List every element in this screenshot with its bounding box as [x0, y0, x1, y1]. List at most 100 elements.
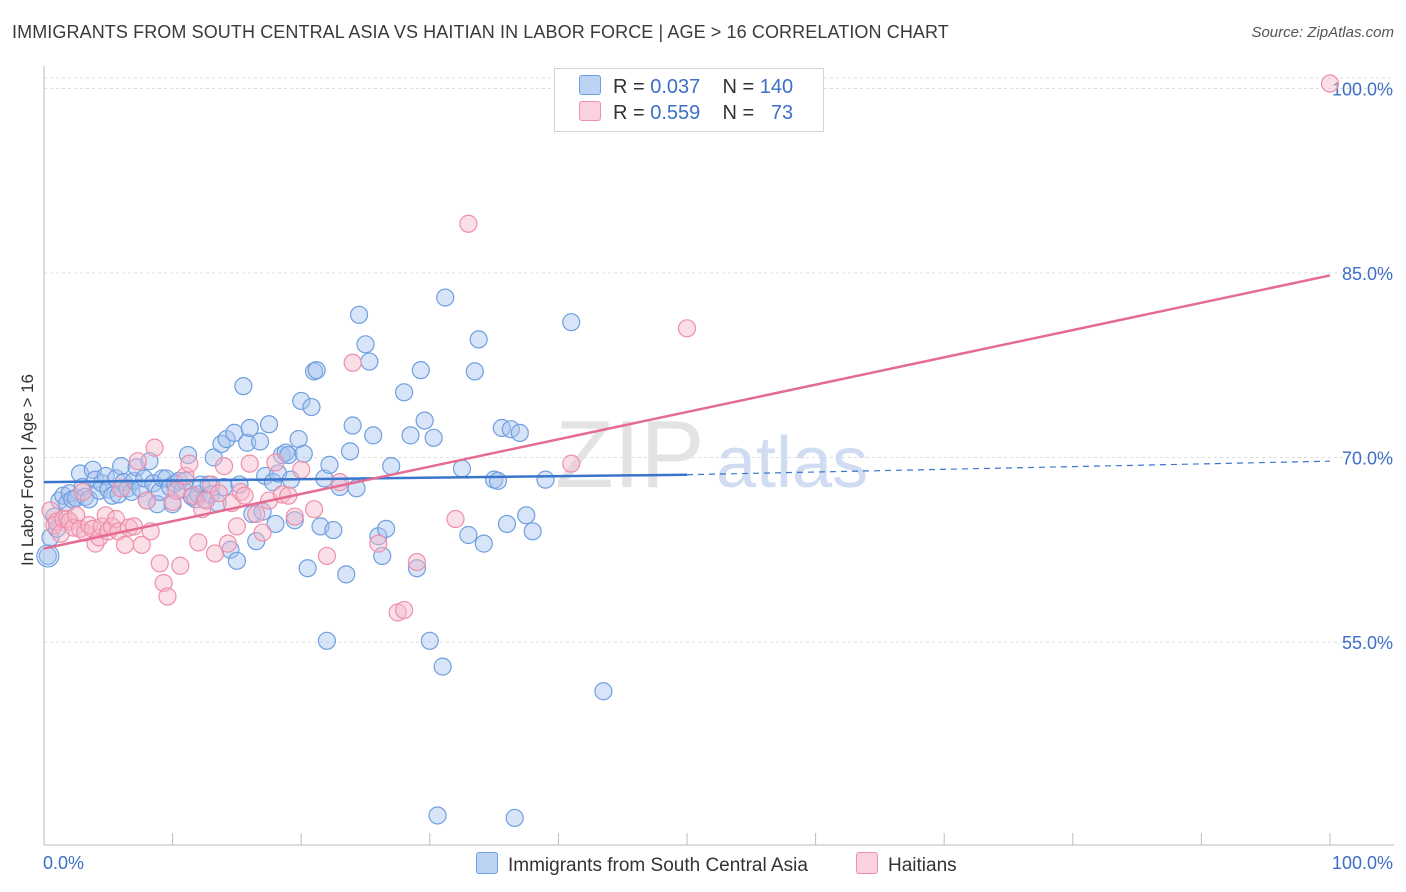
tick-labels: 55.0% 70.0% 85.0% 100.0% 0.0% 100.0% — [43, 79, 1393, 873]
point-haitians — [167, 481, 186, 500]
blue-swatch — [476, 852, 498, 874]
point-south-central-asia — [356, 335, 375, 354]
point-haitians — [163, 492, 182, 511]
n-label: N = — [722, 102, 755, 124]
n-value-blue: 140 — [759, 76, 794, 98]
point-south-central-asia — [234, 377, 253, 396]
point-south-central-asia — [562, 313, 581, 332]
point-haitians — [41, 501, 60, 520]
point-haitians — [154, 573, 173, 593]
point-haitians — [171, 556, 190, 575]
point-south-central-asia — [436, 288, 455, 307]
point-south-central-asia — [369, 527, 388, 546]
point-south-central-asia — [497, 514, 517, 534]
point-haitians — [180, 454, 199, 473]
blue-swatch — [579, 75, 601, 95]
point-south-central-asia — [259, 415, 279, 434]
n-label: N = — [722, 76, 755, 98]
point-haitians — [189, 533, 208, 552]
point-south-central-asia — [302, 397, 321, 417]
point-haitians — [369, 534, 388, 553]
trend-line-haitians — [43, 274, 1331, 550]
point-haitians — [317, 546, 337, 566]
point-south-central-asia — [266, 514, 285, 534]
stats-legend: R = 0.037 N = 140 R = 0.559 N = 73 — [554, 68, 824, 132]
point-haitians — [209, 484, 228, 503]
point-south-central-asia — [401, 426, 420, 445]
legend-label: Haitians — [888, 855, 957, 876]
point-haitians — [235, 486, 254, 505]
y-axis-label: In Labor Force | Age > 16 — [18, 373, 37, 566]
point-south-central-asia — [474, 534, 493, 553]
legend-item-south-central-asia: Immigrants from South Central Asia — [476, 852, 808, 877]
point-haitians — [158, 587, 177, 606]
point-haitians — [150, 554, 169, 573]
gridlines — [44, 77, 1394, 643]
point-south-central-asia — [122, 482, 141, 502]
point-south-central-asia — [424, 428, 443, 447]
point-haitians — [247, 504, 266, 524]
point-haitians — [218, 534, 237, 553]
point-south-central-asia — [394, 383, 414, 402]
point-haitians — [227, 517, 246, 536]
point-south-central-asia — [263, 473, 283, 492]
point-south-central-asia — [382, 457, 401, 476]
point-south-central-asia — [294, 444, 313, 463]
point-haitians — [1320, 74, 1340, 93]
point-south-central-asia — [465, 362, 484, 381]
point-south-central-asia — [135, 469, 154, 488]
point-south-central-asia — [536, 470, 555, 489]
point-haitians — [394, 600, 414, 620]
trend-lines — [43, 274, 1331, 550]
chart-title: IMMIGRANTS FROM SOUTH CENTRAL ASIA VS HA… — [12, 22, 949, 42]
legend-row-blue: R = 0.037 N = 140 — [579, 75, 793, 101]
watermark-zip: ZIP — [555, 401, 704, 508]
point-haitians — [73, 482, 92, 502]
pink-swatch — [856, 852, 878, 874]
legend-label: Immigrants from South Central Asia — [508, 855, 808, 876]
point-south-central-asia — [411, 361, 430, 380]
point-south-central-asia — [360, 352, 379, 371]
point-south-central-asia — [307, 361, 326, 380]
y-tick-label: 55.0% — [1342, 633, 1393, 653]
point-south-central-asia — [227, 551, 246, 570]
point-south-central-asia — [343, 416, 362, 435]
point-haitians — [407, 552, 427, 572]
point-south-central-asia — [250, 432, 270, 451]
point-south-central-asia — [337, 565, 356, 584]
legend-item-haitians: Haitians — [856, 852, 957, 877]
point-south-central-asia — [292, 391, 311, 411]
trend-line-extension — [686, 460, 1331, 476]
point-south-central-asia — [376, 519, 396, 538]
point-south-central-asia — [112, 457, 131, 476]
point-haitians — [124, 517, 144, 536]
point-south-central-asia — [452, 459, 472, 478]
point-haitians — [112, 479, 131, 498]
point-haitians — [285, 507, 304, 526]
point-haitians — [137, 491, 156, 510]
point-south-central-asia — [36, 544, 60, 568]
r-value-pink: 0.559 — [650, 102, 701, 124]
point-south-central-asia — [501, 420, 520, 439]
point-south-central-asia — [349, 305, 369, 324]
x-tick-label: 100.0% — [1332, 853, 1393, 873]
point-south-central-asia — [523, 522, 542, 541]
point-haitians — [304, 500, 324, 519]
n-value-pink: 73 — [770, 102, 794, 124]
legend-row-pink: R = 0.559 N = 73 — [579, 101, 793, 127]
y-tick-label: 85.0% — [1342, 264, 1393, 284]
point-haitians — [677, 319, 697, 338]
point-south-central-asia — [238, 433, 257, 452]
point-south-central-asia — [488, 471, 508, 490]
point-haitians — [214, 457, 234, 476]
point-haitians — [132, 535, 151, 554]
watermark: ZIP atlas — [555, 401, 868, 508]
point-haitians — [115, 535, 135, 554]
point-south-central-asia — [428, 806, 447, 825]
point-haitians — [67, 506, 86, 525]
point-south-central-asia — [517, 506, 536, 525]
point-haitians — [96, 506, 115, 525]
point-south-central-asia — [415, 411, 434, 430]
r-value-blue: 0.037 — [650, 76, 701, 98]
